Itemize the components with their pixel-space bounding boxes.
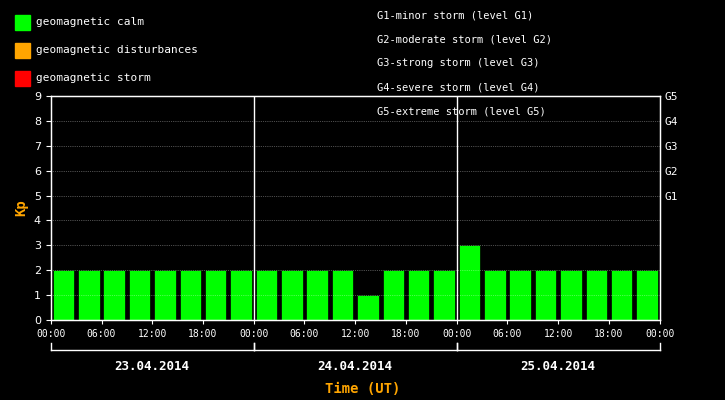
Text: G3-strong storm (level G3): G3-strong storm (level G3) xyxy=(377,58,539,68)
Bar xyxy=(332,270,353,320)
Bar xyxy=(231,270,252,320)
Bar xyxy=(611,270,632,320)
Text: G4-severe storm (level G4): G4-severe storm (level G4) xyxy=(377,82,539,92)
Bar xyxy=(637,270,658,320)
Text: G5-extreme storm (level G5): G5-extreme storm (level G5) xyxy=(377,106,546,116)
Text: geomagnetic disturbances: geomagnetic disturbances xyxy=(36,46,198,56)
Text: 24.04.2014: 24.04.2014 xyxy=(318,360,393,373)
Text: Time (UT): Time (UT) xyxy=(325,382,400,396)
Bar xyxy=(357,295,378,320)
Y-axis label: Kp: Kp xyxy=(14,200,28,216)
Bar xyxy=(154,270,175,320)
Bar xyxy=(205,270,226,320)
Bar xyxy=(307,270,328,320)
Text: 23.04.2014: 23.04.2014 xyxy=(115,360,190,373)
Bar xyxy=(434,270,455,320)
Bar xyxy=(383,270,404,320)
Bar xyxy=(104,270,125,320)
Bar xyxy=(180,270,201,320)
Bar xyxy=(535,270,556,320)
Bar xyxy=(408,270,429,320)
Bar xyxy=(78,270,99,320)
Bar xyxy=(510,270,531,320)
Text: geomagnetic storm: geomagnetic storm xyxy=(36,74,151,84)
Bar xyxy=(129,270,150,320)
Bar xyxy=(459,245,480,320)
Bar xyxy=(560,270,581,320)
Bar xyxy=(281,270,302,320)
Text: G2-moderate storm (level G2): G2-moderate storm (level G2) xyxy=(377,34,552,44)
Text: 25.04.2014: 25.04.2014 xyxy=(521,360,596,373)
Text: G1-minor storm (level G1): G1-minor storm (level G1) xyxy=(377,10,534,20)
Bar xyxy=(484,270,505,320)
Bar xyxy=(586,270,607,320)
Text: geomagnetic calm: geomagnetic calm xyxy=(36,18,144,28)
Bar xyxy=(256,270,277,320)
Bar xyxy=(53,270,74,320)
